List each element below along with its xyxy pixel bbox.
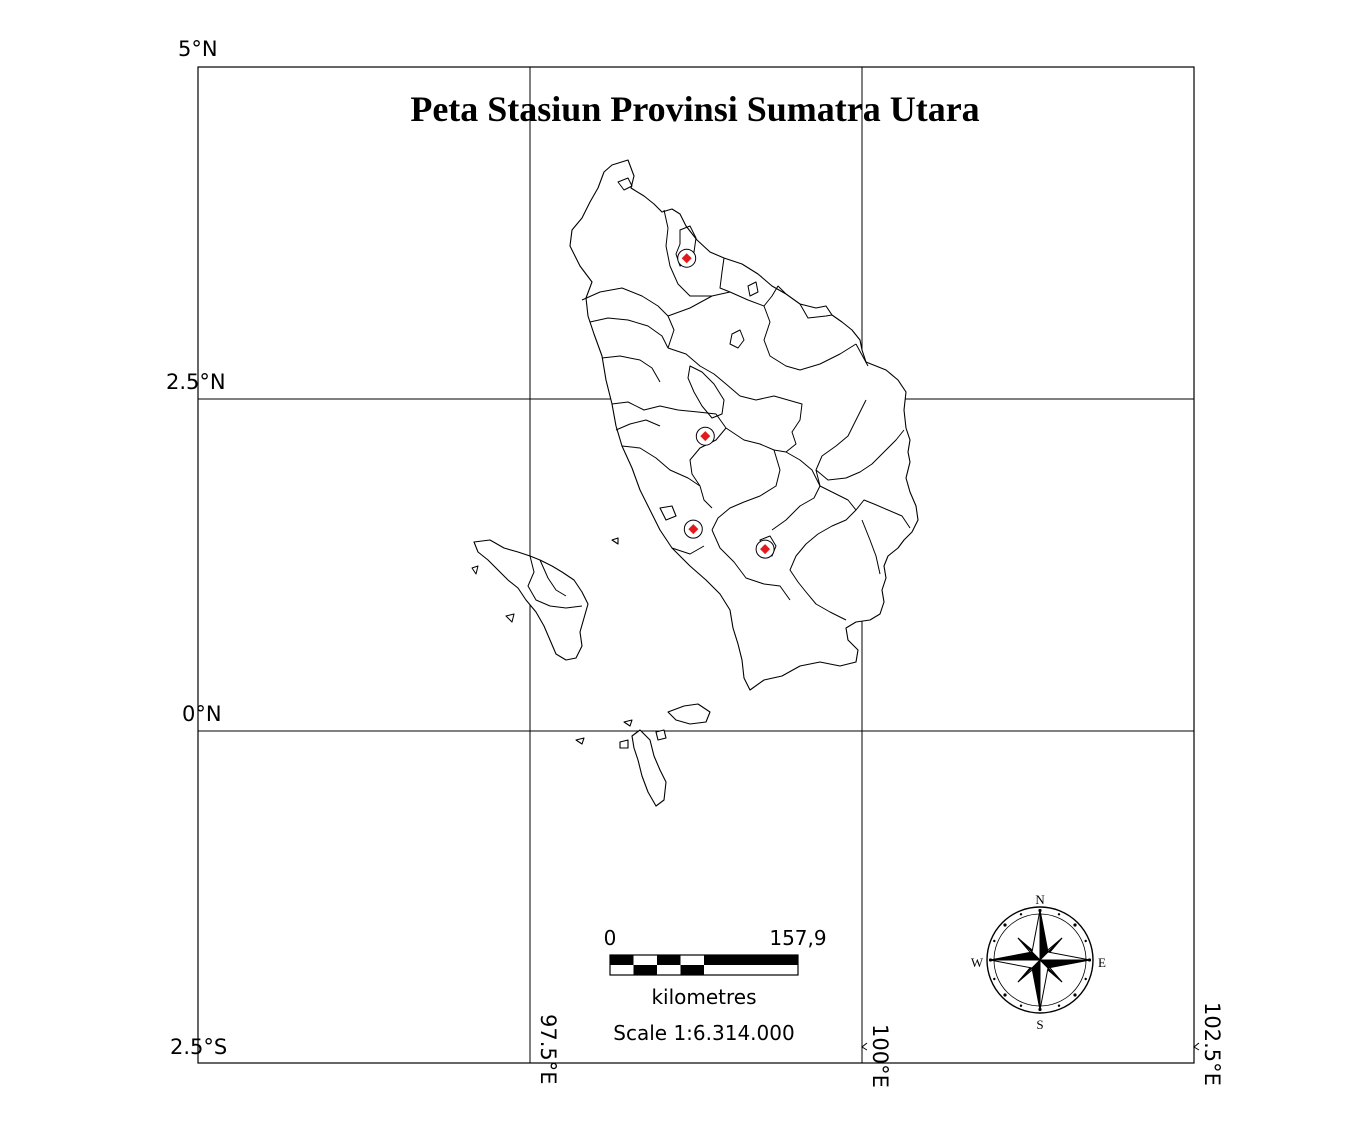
district-boundary [747,281,759,297]
compass-label-e: E [1098,955,1106,970]
nias-outline [473,539,589,661]
lon-label-100e: 100°E [868,1024,892,1088]
island-outline [575,737,585,745]
district-boundary [667,347,741,397]
map-frame [197,66,1195,1064]
map-title: Peta Stasiun Provinsi Sumatra Utara [410,89,979,129]
stations-layer [677,248,775,559]
station-marker [677,248,697,268]
district-boundary [617,177,633,191]
nias-district-boundary [527,555,583,609]
lat-label-2-5n: 2.5°N [166,370,226,394]
district-boundary [671,545,705,555]
scale-bar-segment [657,955,681,965]
scale-bar-unit: kilometres [651,985,756,1009]
tick-mark-100e [861,1042,868,1051]
province-landmass [569,159,919,691]
scale-bar-segment [610,955,634,965]
station-marker-diamond [681,253,692,264]
district-boundary [711,529,791,601]
north-arrow: N E S W [971,892,1106,1032]
station-marker [755,539,775,559]
nias-district-boundary [539,559,567,597]
district-boundary [763,305,857,371]
district-boundary [615,419,661,431]
station-marker-diamond [760,544,771,555]
island-outline [611,537,619,545]
island-outline [659,505,677,521]
scale-ratio-text: Scale 1:6.314.000 [613,1021,794,1045]
district-boundary [729,329,745,349]
mainland-outline [569,159,919,691]
district-boundary [663,209,712,297]
batu-islands [575,505,711,807]
district-boundary [815,469,911,529]
scale-bar: 0 157,9 kilometres Scale 1:6.314.000 [604,926,827,1045]
lon-label-102-5e: 102.5°E [1200,1002,1224,1086]
district-boundary [763,285,787,307]
island-outline [623,719,633,727]
station-marker [683,519,703,539]
district-boundary [581,287,675,349]
scale-bar-end-label: 157,9 [769,926,826,950]
tick-mark-102-5e [1193,1042,1200,1051]
scale-bar-segment [680,965,704,975]
compass-label-w: W [971,955,984,970]
compass-cardinal-points [989,909,1091,1011]
district-boundary [855,343,869,367]
district-boundary [725,427,821,531]
island-outline [631,729,667,807]
district-boundary [719,257,731,293]
island-outline [619,739,629,749]
district-boundary [815,399,905,481]
nias-island [471,539,589,661]
station-marker [695,426,715,446]
island-outline [655,729,667,741]
scale-bar-start-label: 0 [604,926,617,950]
compass-label-s: S [1036,1017,1043,1032]
lat-label-5n: 5°N [178,37,218,61]
nias-islet [471,565,479,575]
district-boundary [711,449,781,531]
district-boundary [861,519,881,575]
island-outline [667,703,711,725]
scale-bar-segment [704,955,798,965]
station-marker-diamond [700,431,711,442]
nias-islet [505,613,515,623]
district-boundary [667,291,765,317]
compass-outer-ring [986,906,1094,1014]
station-marker-diamond [688,524,699,535]
district-boundary [601,355,661,383]
district-boundary [689,427,727,487]
lat-label-2-5s: 2.5°S [170,1035,227,1059]
scale-bar-segment [633,965,657,975]
district-boundary [799,303,833,319]
lat-label-0n: 0°N [182,702,222,726]
district-boundary [789,509,857,621]
district-boundary [611,401,727,429]
lake-toba [687,365,725,419]
district-boundary [621,445,713,509]
district-boundary [589,317,669,349]
district-boundary [739,395,803,453]
compass-label-n: N [1035,892,1045,907]
lon-label-97-5e: 97.5°E [536,1014,560,1085]
